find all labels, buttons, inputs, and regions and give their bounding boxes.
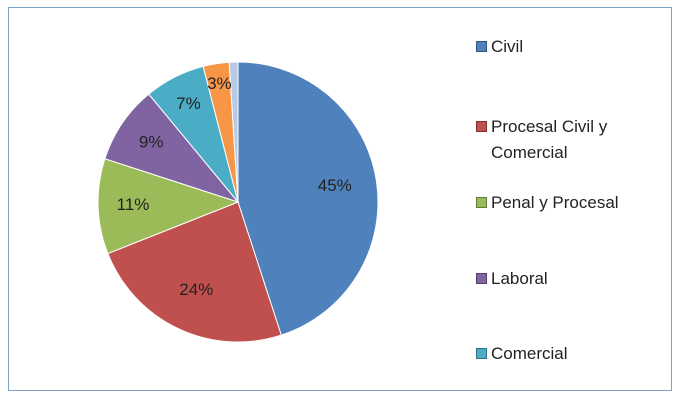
pie-slice-laboral — [104, 93, 240, 204]
legend-label: Procesal Civil y Comercial — [491, 117, 608, 162]
legend-swatch — [476, 197, 487, 208]
legend-label: Civil — [491, 37, 524, 56]
data-label: 3% — [207, 74, 232, 93]
legend-item-civil: Civil — [476, 36, 667, 60]
legend-swatch — [476, 121, 487, 132]
data-label: 9% — [139, 132, 164, 151]
legend-label: Penal y Procesal — [491, 193, 619, 212]
data-label: 24% — [179, 280, 213, 299]
legend-item-laboral: Laboral — [476, 268, 667, 292]
pie-slices — [97, 61, 379, 343]
legend-swatch — [476, 41, 487, 52]
data-label: 7% — [176, 94, 201, 113]
legend-item-procesal-civil: Procesal Civil y Comercial — [476, 116, 667, 166]
pie-slice-procesal-civil-y-comercial — [107, 201, 282, 343]
pie-slice-penal-y-procesal — [97, 158, 240, 255]
legend-item-comercial: Comercial — [476, 343, 667, 367]
legend-label: Laboral — [491, 269, 548, 288]
data-label: 11% — [117, 195, 150, 214]
legend-label: Comercial — [491, 344, 568, 363]
legend-swatch — [476, 348, 487, 359]
pie-slice-civil — [237, 61, 379, 336]
pie-labels: 45% 24% 11% 9% 7% 3% — [117, 74, 352, 299]
pie-slice-unlabeled-6 — [228, 61, 239, 203]
legend-swatch — [476, 273, 487, 284]
legend-item-penal: Penal y Procesal — [476, 192, 667, 216]
data-label: 45% — [318, 176, 352, 195]
